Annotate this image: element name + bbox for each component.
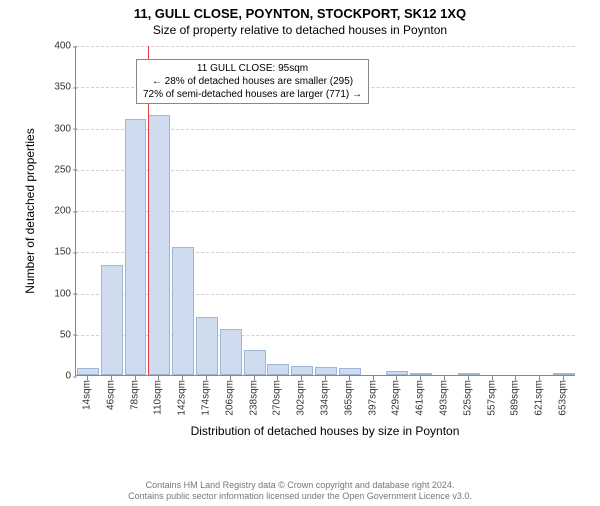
annotation-line: ← 28% of detached houses are smaller (29…	[143, 75, 362, 88]
y-tick-label: 350	[31, 82, 71, 93]
y-tick-label: 150	[31, 247, 71, 258]
bar	[77, 368, 99, 375]
x-tick-label: 14sqm	[81, 380, 92, 410]
chart-subtitle: Size of property relative to detached ho…	[0, 23, 600, 37]
y-tick-label: 250	[31, 164, 71, 175]
bar	[386, 371, 408, 375]
x-tick-label: 238sqm	[248, 380, 259, 416]
x-tick-label: 206sqm	[224, 380, 235, 416]
x-tick-label: 365sqm	[343, 380, 354, 416]
bar	[101, 265, 123, 375]
bar	[125, 119, 147, 375]
y-tick-label: 400	[31, 41, 71, 52]
chart-container: Number of detached properties 11 GULL CL…	[45, 46, 575, 436]
bar	[291, 366, 313, 375]
chart-title: 11, GULL CLOSE, POYNTON, STOCKPORT, SK12…	[0, 6, 600, 21]
x-tick-label: 270sqm	[272, 380, 283, 416]
bar	[220, 329, 242, 375]
x-tick-label: 525sqm	[462, 380, 473, 416]
y-tick-label: 0	[31, 371, 71, 382]
bar	[244, 350, 266, 375]
footer-line-2: Contains public sector information licen…	[0, 491, 600, 502]
x-tick-label: 653sqm	[558, 380, 569, 416]
x-tick-label: 174sqm	[200, 380, 211, 416]
x-tick-label: 621sqm	[534, 380, 545, 416]
footer-attribution: Contains HM Land Registry data © Crown c…	[0, 480, 600, 502]
x-tick-label: 461sqm	[415, 380, 426, 416]
annotation-line: 72% of semi-detached houses are larger (…	[143, 88, 362, 101]
x-tick-label: 46sqm	[105, 380, 116, 410]
plot-area: 11 GULL CLOSE: 95sqm← 28% of detached ho…	[75, 46, 575, 376]
gridline	[76, 46, 575, 47]
bar	[172, 247, 194, 375]
bar	[553, 373, 575, 375]
y-tick-label: 50	[31, 329, 71, 340]
x-tick-label: 493sqm	[439, 380, 450, 416]
bar	[148, 115, 170, 375]
bar	[196, 317, 218, 375]
x-tick-label: 557sqm	[486, 380, 497, 416]
y-tick-label: 300	[31, 123, 71, 134]
x-axis-label: Distribution of detached houses by size …	[75, 424, 575, 438]
x-tick-label: 110sqm	[153, 380, 164, 415]
bar	[339, 368, 361, 375]
bar	[267, 364, 289, 375]
x-tick-label: 429sqm	[391, 380, 402, 416]
x-tick-label: 78sqm	[129, 380, 140, 410]
bar	[410, 373, 432, 375]
bar	[315, 367, 337, 375]
y-tick-label: 200	[31, 206, 71, 217]
footer-line-1: Contains HM Land Registry data © Crown c…	[0, 480, 600, 491]
y-tick-label: 100	[31, 288, 71, 299]
x-tick-label: 589sqm	[510, 380, 521, 416]
bar	[458, 373, 480, 375]
x-tick-label: 397sqm	[367, 380, 378, 416]
annotation-box: 11 GULL CLOSE: 95sqm← 28% of detached ho…	[136, 59, 369, 104]
x-tick-label: 334sqm	[320, 380, 331, 416]
x-tick-label: 142sqm	[177, 380, 188, 416]
x-tick-label: 302sqm	[296, 380, 307, 416]
annotation-line: 11 GULL CLOSE: 95sqm	[143, 62, 362, 75]
